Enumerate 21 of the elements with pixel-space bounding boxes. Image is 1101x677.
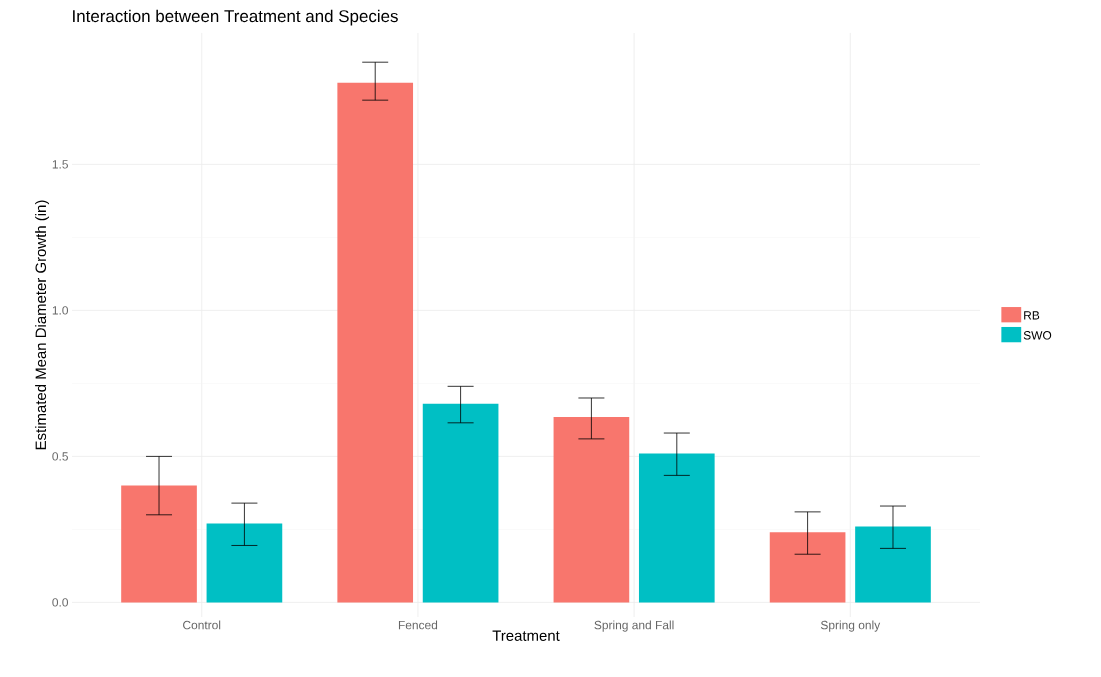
bar	[553, 416, 630, 603]
x-axis-title: Treatment	[492, 630, 560, 641]
y-axis-title: Estimated Mean Diameter Growth (in)	[35, 200, 50, 450]
bar	[769, 532, 846, 603]
chart-title: Interaction between Treatment and Species	[73, 9, 398, 26]
x-tick-label: Control	[183, 620, 221, 630]
bar	[121, 485, 197, 603]
y-tick-label: 1.5	[52, 160, 68, 169]
legend-label: SWO	[1023, 331, 1052, 340]
y-tick-label: 1.0	[52, 306, 69, 315]
bar	[206, 523, 283, 603]
bar	[337, 82, 414, 603]
bar	[422, 403, 499, 603]
y-tick-label: 0.5	[52, 452, 68, 461]
x-tick-label: Fenced	[398, 620, 438, 630]
bar	[638, 453, 715, 603]
x-tick-label: Spring and Fall	[594, 620, 674, 632]
bar	[855, 526, 931, 603]
legend-label: RB	[1024, 311, 1040, 320]
x-tick-label: Spring only	[820, 620, 881, 632]
y-tick-label: 0.0	[52, 598, 69, 607]
